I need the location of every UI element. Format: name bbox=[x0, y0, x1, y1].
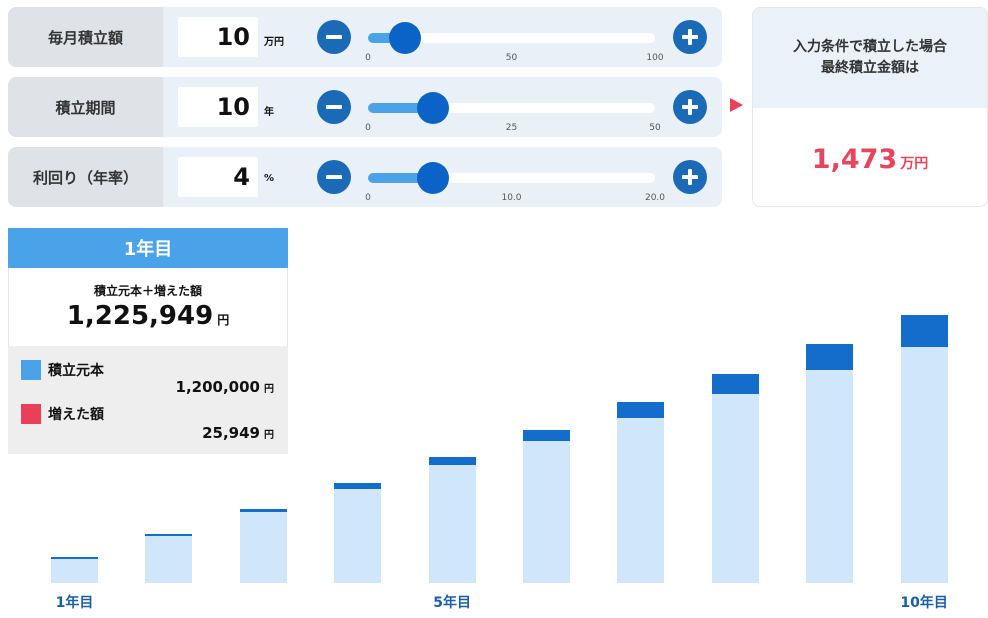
gain-amount: 25,949 円 bbox=[202, 424, 274, 442]
chart-bar[interactable] bbox=[523, 429, 570, 583]
principal-amount: 1,200,000 円 bbox=[176, 378, 274, 396]
period-decrement-button[interactable] bbox=[317, 90, 351, 124]
yield-tick-label: 20.0 bbox=[644, 193, 666, 203]
x-axis-label: 10年目 bbox=[900, 595, 948, 611]
chart-bar[interactable] bbox=[711, 373, 759, 583]
result-value: 1,473 万円 bbox=[753, 108, 987, 206]
period-slider-fill bbox=[368, 103, 434, 113]
monthly-amount-tick-label: 0 bbox=[365, 53, 371, 63]
chart-bar[interactable] bbox=[806, 344, 854, 583]
tooltip-total-label: 積立元本＋増えた額 bbox=[93, 284, 202, 298]
yield-tick-label: 0 bbox=[365, 193, 371, 203]
bar-segment-gain bbox=[900, 314, 948, 347]
bar-segment-principal bbox=[806, 370, 854, 583]
bar-segment-principal bbox=[239, 512, 287, 583]
period-increment-button[interactable] bbox=[673, 90, 707, 124]
monthly-amount-decrement-button[interactable] bbox=[317, 20, 351, 54]
yield-slider-fill bbox=[368, 173, 434, 183]
chart-bar[interactable] bbox=[617, 402, 665, 583]
bar-segment-principal bbox=[145, 535, 193, 583]
bar-segment-principal bbox=[51, 559, 98, 583]
year-detail-tooltip: 1年目 積立元本＋増えた額 1,225,949 円 積立元本 1,200,000 円… bbox=[8, 228, 288, 454]
bar-segment-principal bbox=[617, 417, 665, 583]
result-panel: 入力条件で積立した場合 最終積立金額は 1,473 万円 bbox=[752, 7, 988, 207]
bar-segment-gain bbox=[806, 344, 854, 371]
chart-bar[interactable] bbox=[145, 533, 193, 583]
monthly-amount-row: 毎月積立額 10 万円 0 50 100 bbox=[8, 7, 722, 67]
yield-decrement-button[interactable] bbox=[317, 160, 351, 194]
monthly-amount-slider[interactable] bbox=[368, 22, 655, 54]
yield-slider-handle[interactable] bbox=[417, 162, 450, 194]
yen-unit: 円 bbox=[217, 313, 230, 327]
yield-input[interactable]: 4 bbox=[178, 157, 258, 197]
yen-unit: 円 bbox=[264, 384, 274, 395]
bar-segment-gain bbox=[711, 373, 759, 395]
chart-bar[interactable] bbox=[900, 314, 948, 583]
bar-segment-gain bbox=[523, 429, 570, 442]
period-unit: 年 bbox=[264, 107, 274, 118]
bar-segment-principal bbox=[523, 441, 570, 583]
yield-row: 利回り（年率） 4% 0 10.0 20.0 bbox=[8, 147, 722, 207]
result-heading-line2: 最終積立金額は bbox=[821, 60, 919, 76]
monthly-amount-increment-button[interactable] bbox=[673, 20, 707, 54]
principal-value: 1,200,000 bbox=[175, 378, 260, 396]
bar-segment-principal bbox=[711, 394, 759, 583]
bar-segment-gain bbox=[239, 508, 287, 513]
monthly-amount-slider-handle[interactable] bbox=[388, 22, 421, 54]
gain-value: 25,949 bbox=[202, 424, 260, 442]
tooltip-total-value: 1,225,949 bbox=[66, 301, 214, 331]
x-axis-label: 1年目 bbox=[55, 595, 94, 611]
chart-bar[interactable] bbox=[428, 456, 476, 583]
yen-unit: 円 bbox=[264, 430, 274, 441]
result-unit: 万円 bbox=[900, 156, 929, 172]
gain-legend-swatch bbox=[21, 404, 41, 424]
monthly-amount-tick-label: 50 bbox=[505, 53, 518, 63]
chart-bar[interactable] bbox=[239, 508, 287, 583]
bar-segment-gain bbox=[334, 483, 382, 489]
yield-increment-button[interactable] bbox=[673, 160, 707, 194]
period-tick-label: 50 bbox=[649, 123, 661, 133]
period-input[interactable]: 10 bbox=[178, 87, 258, 127]
bar-segment-gain bbox=[617, 402, 665, 418]
bar-segment-principal bbox=[334, 488, 382, 583]
period-label: 積立期間 bbox=[8, 77, 163, 137]
tooltip-total: 積立元本＋増えた額 1,225,949 円 bbox=[8, 268, 288, 346]
monthly-amount-unit: 万円 bbox=[264, 37, 284, 48]
tooltip-total-amount: 1,225,949 円 bbox=[9, 301, 287, 331]
bar-segment-gain bbox=[51, 557, 98, 560]
yield-slider[interactable] bbox=[368, 162, 655, 194]
chart-bar[interactable] bbox=[51, 557, 98, 583]
monthly-amount-label: 毎月積立額 bbox=[8, 7, 163, 67]
bar-segment-principal bbox=[900, 346, 948, 583]
period-tick-label: 25 bbox=[505, 123, 518, 133]
tooltip-breakdown: 積立元本 1,200,000 円 増えた額 25,949 円 bbox=[8, 346, 288, 454]
tooltip-title: 1年目 bbox=[8, 228, 288, 268]
period-slider-handle[interactable] bbox=[417, 92, 450, 124]
principal-legend-label: 積立元本 bbox=[48, 363, 104, 379]
yield-label: 利回り（年率） bbox=[8, 147, 163, 207]
yield-tick-label: 10.0 bbox=[501, 193, 522, 203]
period-slider[interactable] bbox=[368, 92, 655, 124]
period-tick-label: 0 bbox=[365, 123, 371, 133]
chart-bar[interactable] bbox=[334, 483, 382, 583]
monthly-amount-tick-label: 100 bbox=[646, 53, 664, 63]
bar-segment-gain bbox=[145, 533, 193, 536]
bar-segment-principal bbox=[428, 464, 476, 583]
result-amount: 1,473 bbox=[811, 144, 898, 175]
x-axis-label: 5年目 bbox=[433, 595, 471, 611]
result-pointer-icon bbox=[730, 98, 743, 112]
yield-unit: % bbox=[264, 173, 275, 184]
result-heading-line1: 入力条件で積立した場合 bbox=[793, 39, 947, 55]
result-heading: 入力条件で積立した場合 最終積立金額は bbox=[753, 8, 987, 108]
monthly-amount-slider-fill bbox=[368, 33, 405, 43]
period-row: 積立期間 10 年 0 25 50 bbox=[8, 77, 722, 137]
bar-segment-gain bbox=[428, 456, 476, 465]
principal-legend-swatch bbox=[21, 360, 41, 380]
gain-legend-label: 増えた額 bbox=[48, 407, 104, 423]
monthly-amount-input[interactable]: 10 bbox=[178, 17, 258, 57]
